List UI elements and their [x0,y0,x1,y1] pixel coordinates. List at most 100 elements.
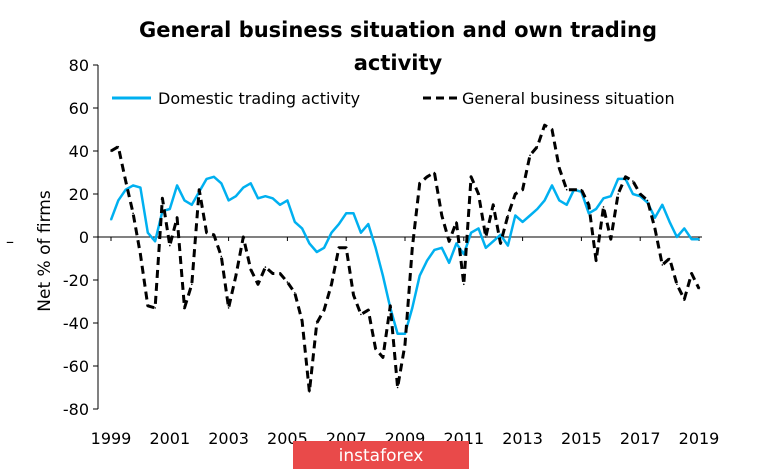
data-point [404,343,406,346]
data-point [147,231,149,234]
data-point [139,253,142,255]
data-point [360,231,362,234]
data-point [191,204,193,206]
data-point [330,231,333,234]
x-tick-label: 1999 [91,429,132,448]
y-axis-label: Net % of firms [35,190,55,312]
series-line [110,123,701,394]
watermark: instaforex [293,441,469,469]
y-tick-label: -40 [63,314,89,333]
data-point [514,193,517,195]
series-group [109,123,701,394]
y-ticks: 80 60 40 20 0 -20 -40 -60 -80 [63,56,98,419]
data-point [558,167,561,169]
data-point [213,176,215,178]
y-tick-label: 80 [69,56,89,75]
data-point [683,227,686,230]
data-point [683,298,686,301]
data-point [213,234,215,236]
y-tick-label: -80 [63,400,89,419]
data-point [418,182,421,185]
data-point [110,150,112,152]
watermark-background [293,441,469,469]
data-point [338,247,340,249]
data-point [264,266,267,268]
data-point [441,247,443,249]
data-point [183,199,186,202]
data-point [147,305,149,307]
data-point [595,208,597,210]
data-point [286,281,289,283]
data-point [382,356,384,359]
data-point [235,274,237,277]
data-point [389,305,392,307]
legend-label-general: General business situation [462,89,675,108]
data-point [352,212,355,215]
data-point [294,292,296,294]
data-point [404,333,406,335]
data-point [507,214,509,217]
data-point [345,212,348,215]
data-point [485,236,487,238]
data-point [668,221,671,223]
data-point [183,307,186,309]
data-point [426,259,428,262]
data-point [132,212,134,215]
data-point [551,184,553,187]
x-tick-label: 2017 [620,429,661,448]
data-point [154,240,156,243]
data-point [698,287,700,290]
data-point [455,221,458,223]
data-point [558,199,561,202]
y-tick-label: 20 [69,185,89,204]
data-point [521,221,524,223]
data-point [264,195,267,197]
data-point [242,186,245,189]
data-point [661,204,664,206]
chart-title-line-1: General business situation and own tradi… [139,18,657,42]
data-point [367,223,370,225]
data-point [323,309,325,311]
data-point [176,216,178,219]
data-point [220,255,223,258]
data-point [249,182,252,185]
data-point [529,214,531,217]
data-point [352,294,355,296]
data-point [271,197,274,200]
data-point [690,272,693,275]
y-tick-label: -20 [63,271,89,290]
data-point [323,247,325,249]
data-point [374,348,377,350]
data-point [492,204,495,206]
data-point [367,309,370,311]
data-point [418,274,421,277]
data-point [308,242,311,245]
data-point [477,227,480,230]
data-point [654,216,656,219]
data-point [565,188,568,191]
data-point [169,244,171,247]
data-point [124,180,127,182]
data-point [426,176,428,178]
legend-label-domestic: Domestic trading activity [158,89,360,108]
data-point [617,193,619,195]
data-point [588,204,590,206]
x-tick-label: 2019 [679,429,720,448]
data-point [477,193,480,195]
data-point [286,199,289,202]
data-point [132,184,134,187]
data-point [499,234,502,236]
series-general-business-situation [110,123,701,394]
y-tick-label: 0 [79,228,89,247]
data-point [624,176,627,178]
data-point [646,199,649,202]
data-point [433,249,436,251]
data-point [279,204,281,206]
data-point [470,176,472,178]
data-point [301,320,303,322]
data-point [191,283,193,286]
data-point [279,272,281,275]
data-point [632,180,634,182]
data-point [536,208,539,210]
